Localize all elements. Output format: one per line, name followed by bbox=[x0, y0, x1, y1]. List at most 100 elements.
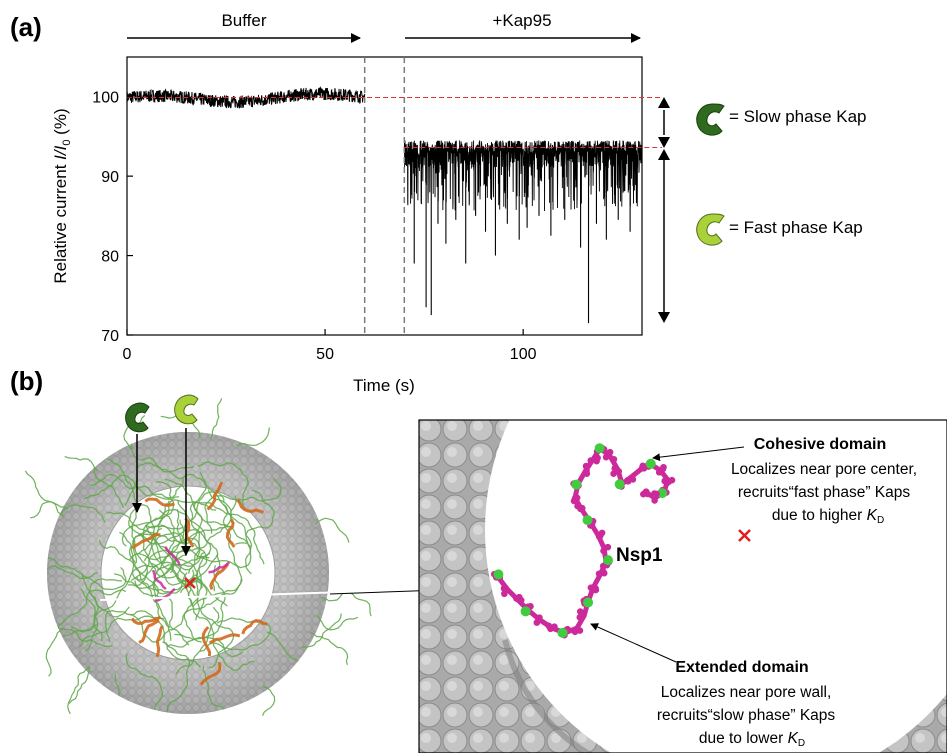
fg-strand bbox=[138, 491, 234, 545]
y-tick-label: 70 bbox=[101, 328, 119, 345]
cohesive-domain-title: Cohesive domain bbox=[754, 436, 886, 453]
fg-strand bbox=[134, 580, 190, 646]
y-axis-title-italic: I/I bbox=[51, 145, 70, 159]
zoom-frame bbox=[418, 419, 947, 753]
fast-phase-arrow-top bbox=[658, 149, 670, 160]
fg-strand bbox=[145, 509, 212, 558]
fg-strand bbox=[130, 610, 201, 668]
nsp1-bead bbox=[610, 470, 617, 478]
cohesive-line-2: recruits“fast phase” Kaps bbox=[738, 484, 911, 501]
nsp1-bead bbox=[599, 562, 607, 570]
nsp1-bead bbox=[535, 616, 542, 623]
cohesive-pointer bbox=[652, 446, 745, 462]
fg-strand bbox=[47, 565, 127, 591]
extended-line-3-text: due to lower bbox=[699, 730, 788, 747]
y-axis-title: Relative current I/I0 (%) bbox=[51, 108, 73, 283]
zoom-pore-lumen bbox=[485, 420, 947, 753]
nsp1-bead bbox=[587, 457, 595, 464]
nsp1-bead bbox=[547, 625, 554, 633]
nsp1-fg-repeat bbox=[594, 443, 605, 454]
nsp1-bead bbox=[610, 455, 618, 463]
buffer-trace bbox=[127, 86, 366, 109]
fg-strand bbox=[83, 474, 184, 500]
nsp1-bead bbox=[576, 608, 584, 615]
fg-strand bbox=[183, 552, 211, 643]
fg-strand bbox=[193, 471, 233, 528]
nsp1-bead bbox=[576, 614, 584, 621]
nsp1-fg-repeat bbox=[493, 569, 504, 580]
nsp1-bead bbox=[606, 448, 614, 456]
zoom-wall-shadow bbox=[502, 639, 594, 753]
fg-orange-cluster bbox=[144, 497, 175, 507]
fg-orange-cluster bbox=[131, 532, 161, 550]
fast-phase-arrow-bottom bbox=[658, 312, 670, 323]
fg-strand bbox=[197, 461, 249, 511]
fg-tail bbox=[45, 627, 64, 677]
nsp1-fg-repeat bbox=[645, 458, 656, 469]
fg-strand bbox=[202, 665, 279, 714]
x-axis-title: Time (s) bbox=[353, 376, 415, 395]
nsp1-bead bbox=[602, 453, 610, 461]
fg-strand bbox=[136, 576, 172, 641]
fg-orange-cluster bbox=[201, 626, 212, 657]
fg-orange-cluster bbox=[236, 498, 264, 514]
cohesive-kd: K bbox=[867, 507, 878, 524]
fg-nup-mesh bbox=[47, 438, 321, 714]
cohesive-kd-sub: D bbox=[877, 515, 884, 526]
slow-phase-arrow-top bbox=[658, 97, 670, 108]
x-tick-label: 50 bbox=[316, 346, 334, 363]
fg-strand bbox=[113, 551, 206, 590]
slow-kap-icon-b bbox=[125, 402, 150, 433]
fg-tail bbox=[321, 591, 372, 617]
nsp1-fg-repeat bbox=[520, 606, 531, 617]
slow-phase-arrow-bottom bbox=[658, 137, 670, 148]
nsp1-bead bbox=[587, 584, 595, 591]
y-tick-label: 100 bbox=[92, 90, 119, 107]
fg-strand bbox=[174, 633, 244, 658]
fg-nup-tails bbox=[24, 398, 372, 716]
extended-line-1: Localizes near pore wall, bbox=[661, 684, 832, 701]
nsp1-fg-repeat bbox=[614, 479, 625, 490]
fg-orange-cluster bbox=[155, 625, 164, 658]
nsp1-bead bbox=[577, 505, 584, 513]
fg-orange-cluster bbox=[130, 615, 162, 625]
fg-orange-cluster bbox=[209, 563, 230, 590]
nsp1-bead bbox=[501, 590, 508, 598]
y-axis-title-unit: (%) bbox=[51, 108, 70, 139]
fg-strand bbox=[171, 537, 201, 590]
zoom-center-marker bbox=[738, 529, 751, 542]
extended-line-2: recruits“slow phase” Kaps bbox=[657, 707, 836, 724]
nsp1-bead bbox=[600, 547, 607, 555]
fg-tail bbox=[301, 613, 342, 648]
fg-strand bbox=[47, 584, 97, 638]
reference-lines bbox=[127, 57, 662, 335]
fg-strand bbox=[170, 526, 248, 574]
cohesive-line-1: Localizes near pore center, bbox=[731, 461, 917, 478]
fg-tail bbox=[236, 427, 270, 447]
fg-magenta-strand bbox=[208, 561, 231, 574]
kap95-condition-label: +Kap95 bbox=[492, 11, 551, 30]
nsp1-fg-repeat bbox=[557, 627, 568, 638]
nsp1-bead bbox=[661, 477, 668, 485]
extended-kd: K bbox=[788, 730, 799, 747]
plot-area bbox=[127, 86, 642, 324]
fg-strand bbox=[82, 573, 130, 618]
nsp1-fg-repeat bbox=[583, 597, 594, 608]
plot-frame bbox=[126, 56, 643, 336]
fg-magenta-strand bbox=[154, 587, 176, 603]
nsp1-bead bbox=[624, 477, 632, 485]
panel-b-label: (b) bbox=[10, 366, 43, 396]
fg-tail bbox=[209, 398, 223, 440]
x-tick-label: 100 bbox=[510, 346, 537, 363]
fg-magenta-strand bbox=[151, 569, 167, 591]
fast-kap-icon-b bbox=[174, 394, 199, 425]
fg-tail bbox=[123, 415, 146, 450]
nsp1-chain bbox=[490, 443, 676, 639]
nsp1-bead bbox=[501, 584, 508, 591]
pore-center-marker bbox=[184, 577, 196, 589]
fg-tail bbox=[261, 685, 276, 716]
extended-pointer bbox=[590, 623, 677, 663]
y-axis-title-main: Relative current bbox=[51, 160, 70, 284]
fg-strand bbox=[199, 617, 272, 652]
fg-magenta-strand bbox=[164, 546, 181, 566]
